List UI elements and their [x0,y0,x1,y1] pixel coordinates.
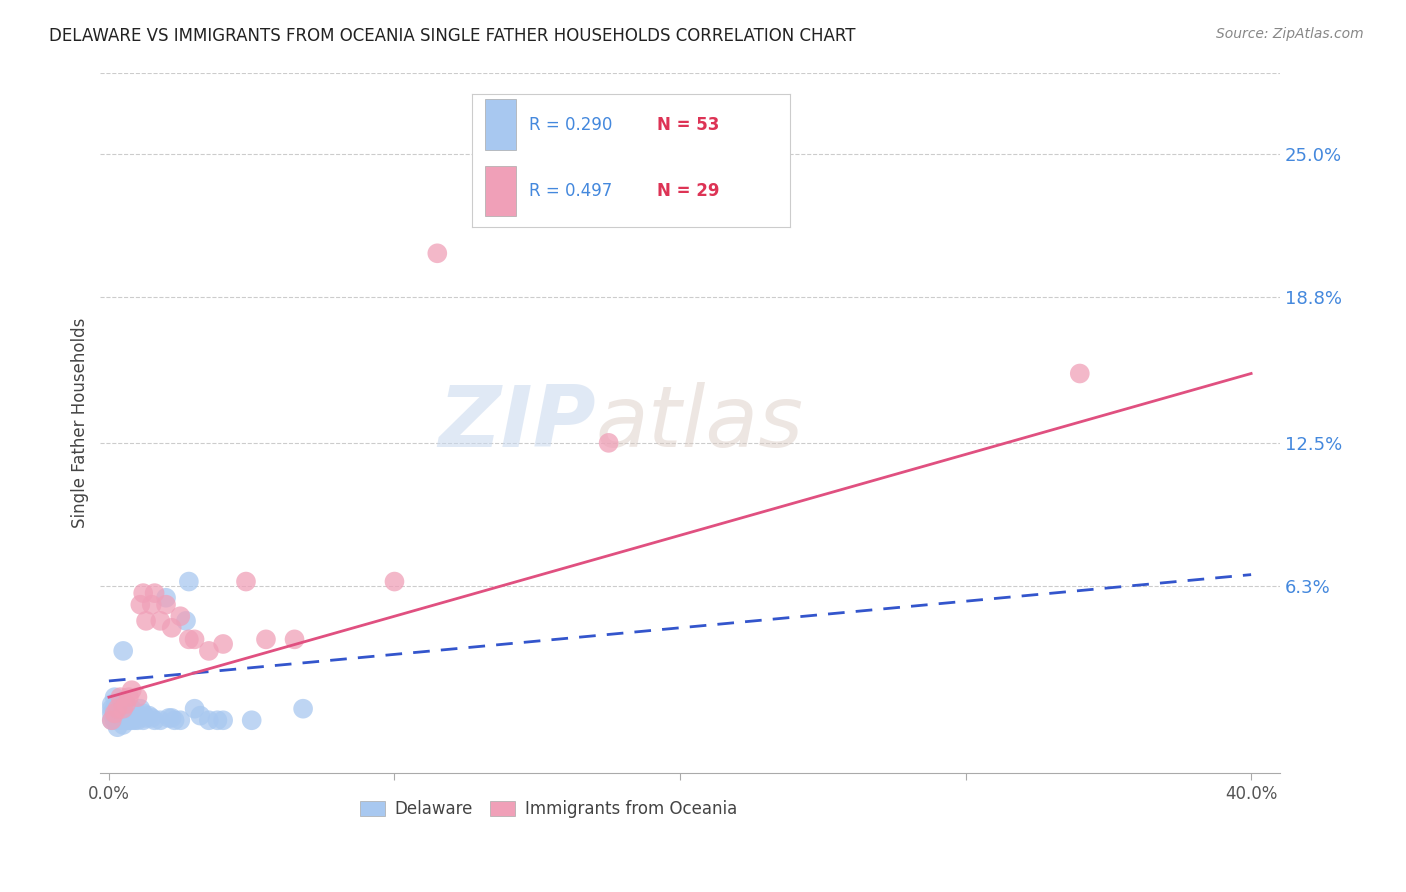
Point [104,690,127,705]
Point [129,702,152,716]
Point [115,702,138,716]
Point [135,711,157,725]
Point [110,690,132,705]
Point [112,711,135,725]
Point [129,598,152,612]
Point [107,720,129,734]
Point [283,632,305,647]
Point [104,713,127,727]
Point [169,713,191,727]
Point [149,614,172,628]
Point [177,632,200,647]
Point [127,690,149,705]
Point [121,683,143,698]
Point [112,718,135,732]
Point [118,713,141,727]
Point [107,706,129,721]
Point [110,713,132,727]
Point [127,706,149,721]
Point [132,706,155,721]
Point [188,708,211,723]
Point [100,706,122,721]
Point [132,586,155,600]
Point [115,708,138,723]
Point [100,713,122,727]
Point [115,697,138,711]
Point [138,708,160,723]
Point [107,702,129,716]
Point [110,706,132,721]
Point [254,632,277,647]
Point [135,614,157,628]
Point [127,713,149,727]
Point [143,713,166,727]
Point [110,702,132,716]
Point [104,702,127,716]
Point [118,704,141,718]
Text: ZIP: ZIP [439,382,596,465]
Point [143,586,166,600]
Point [183,702,205,716]
Point [183,632,205,647]
Point [115,713,138,727]
Point [240,713,263,727]
Point [384,574,406,589]
Point [169,609,191,624]
Point [104,706,127,721]
Point [112,702,135,716]
Point [155,591,177,605]
Y-axis label: Single Father Households: Single Father Households [72,318,89,528]
Point [198,713,221,727]
Point [124,706,146,721]
Point [163,713,186,727]
Point [174,614,197,628]
Text: atlas: atlas [596,382,804,465]
Point [157,711,180,725]
Point [112,706,135,721]
Point [132,713,155,727]
Point [212,637,235,651]
Point [149,713,172,727]
Point [141,598,163,612]
Point [104,706,127,721]
Point [118,690,141,705]
Point [100,697,122,711]
Point [107,697,129,711]
Point [426,246,449,260]
Point [198,644,221,658]
Point [155,598,177,612]
Point [107,713,129,727]
Text: Source: ZipAtlas.com: Source: ZipAtlas.com [1216,27,1364,41]
Point [235,574,257,589]
Point [212,713,235,727]
Point [118,708,141,723]
Point [121,702,143,716]
Point [160,621,183,635]
Text: DELAWARE VS IMMIGRANTS FROM OCEANIA SINGLE FATHER HOUSEHOLDS CORRELATION CHART: DELAWARE VS IMMIGRANTS FROM OCEANIA SING… [49,27,856,45]
Point [100,702,122,716]
Point [141,711,163,725]
Point [177,574,200,589]
Point [121,713,143,727]
Point [124,713,146,727]
Point [1069,367,1091,381]
Point [160,711,183,725]
Point [100,713,122,727]
Point [292,702,315,716]
Point [112,644,135,658]
Point [598,435,620,450]
Point [207,713,229,727]
Legend: Delaware, Immigrants from Oceania: Delaware, Immigrants from Oceania [353,793,744,824]
